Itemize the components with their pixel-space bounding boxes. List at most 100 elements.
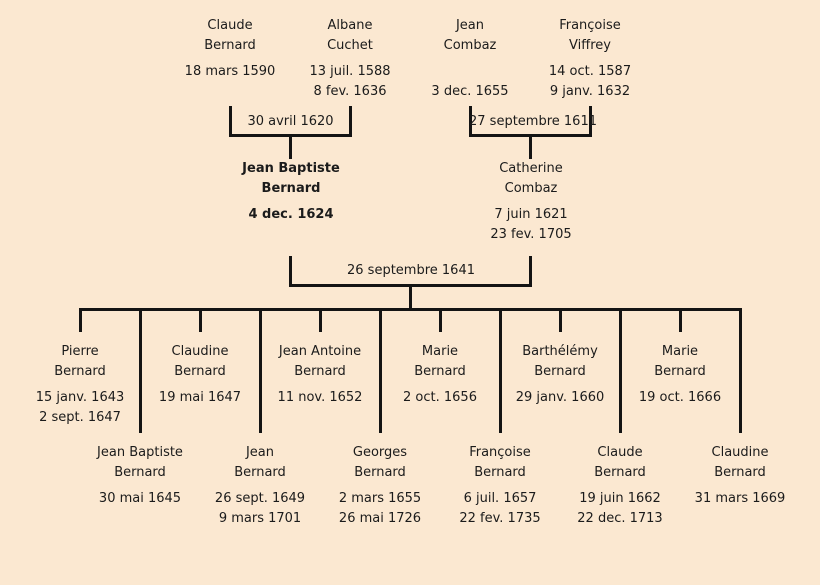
person-catherine-combaz: Catherine Combaz 7 juin 1621 23 fev. 170…	[451, 159, 611, 245]
person-name-line: Françoise	[469, 445, 531, 460]
person-albane-cuchet: Albane Cuchet 13 juil. 1588 8 fev. 1636	[280, 16, 420, 102]
person-name-line: Bernard	[294, 364, 346, 379]
marriage1-bar-line	[229, 134, 352, 137]
person-name-line: Bernard	[654, 364, 706, 379]
person-name-line: Bernard	[174, 364, 226, 379]
person-date-line: 6 juil. 1657	[463, 491, 537, 506]
person-date-line: 9 mars 1701	[218, 511, 302, 526]
person-name-line: Claude	[597, 445, 643, 460]
marriage2-descent-line	[529, 137, 532, 159]
marriage1-descent-line	[289, 137, 292, 159]
person-name-line: Françoise	[559, 18, 621, 33]
person-name-line: Catherine	[499, 161, 563, 176]
person-name-line: Combaz	[443, 38, 497, 53]
person-name-line: Bernard	[234, 465, 286, 480]
marriage1-right-stem-line	[349, 106, 352, 134]
child2-descent-line	[139, 311, 142, 433]
person-name-line: Claudine	[171, 344, 229, 359]
child10-descent-line	[619, 311, 622, 433]
person-name-line: Bernard	[414, 364, 466, 379]
person-name-line: Marie	[661, 344, 699, 359]
person-jean-bernard: Jean Bernard 26 sept. 1649 9 mars 1701	[195, 443, 325, 529]
person-name-line: Bernard	[474, 465, 526, 480]
child1-descent-line	[79, 311, 82, 332]
person-barthelemy-bernard: Barthélémy Bernard 29 janv. 1660	[495, 342, 625, 428]
person-name-line: Jean Baptiste	[97, 445, 183, 460]
person-name-line: Cuchet	[327, 38, 373, 53]
person-name-line: Marie	[421, 344, 459, 359]
person-date-line: 7 juin 1621	[494, 207, 568, 222]
person-date-line: 19 mai 1647	[158, 390, 242, 405]
person-date-line: 8 fev. 1636	[313, 84, 387, 99]
person-name-line: Bernard	[594, 465, 646, 480]
person-date-line	[375, 408, 505, 428]
child5-descent-line	[319, 311, 322, 332]
person-date-line: 4 dec. 1624	[248, 207, 334, 222]
person-date-line	[75, 509, 205, 529]
person-date-line	[255, 408, 385, 428]
person-date-line: 29 janv. 1660	[515, 390, 605, 405]
person-date-line: 26 sept. 1649	[214, 491, 306, 506]
marriage3-bar-line	[289, 284, 532, 287]
person-name-line: Viffrey	[569, 38, 611, 53]
person-jean-antoine-bernard: Jean Antoine Bernard 11 nov. 1652	[255, 342, 385, 428]
person-name-line: Bernard	[714, 465, 766, 480]
person-claudine-bernard-1669: Claudine Bernard 31 mars 1669	[675, 443, 805, 529]
person-date-line: 30 mai 1645	[98, 491, 182, 506]
person-name-line: Georges	[352, 445, 408, 460]
child3-descent-line	[199, 311, 202, 332]
person-pierre-bernard: Pierre Bernard 15 janv. 1643 2 sept. 164…	[15, 342, 145, 428]
marriage3-date-label: 26 septembre 1641	[347, 263, 475, 278]
person-name-line: Claudine	[711, 445, 769, 460]
marriage2-right-stem-line	[589, 106, 592, 134]
person-name-line: Claude	[207, 18, 253, 33]
marriage1-left-stem-line	[229, 106, 232, 134]
person-name-line: Jean	[455, 18, 485, 33]
person-date-line: 3 dec. 1655	[431, 84, 509, 99]
marriage2-date-label: 27 septembre 1611	[469, 114, 597, 129]
person-date-line: 19 oct. 1666	[638, 390, 722, 405]
sibling-rail-line	[79, 308, 742, 311]
person-name-line: Albane	[327, 18, 373, 33]
marriage2-bar-line	[469, 134, 592, 137]
child8-descent-line	[499, 311, 502, 433]
person-date-line	[211, 225, 371, 245]
child9-descent-line	[559, 311, 562, 332]
person-name-line: Bernard	[204, 38, 256, 53]
person-claude-bernard-1590: Claude Bernard 18 mars 1590	[160, 16, 300, 102]
person-date-line: 14 oct. 1587	[548, 64, 632, 79]
person-date-line: 2 oct. 1656	[403, 390, 477, 405]
person-date-line: 26 mai 1726	[338, 511, 422, 526]
person-claudine-bernard-1647: Claudine Bernard 19 mai 1647	[135, 342, 265, 428]
person-date-line: 22 dec. 1713	[577, 511, 663, 526]
person-name-line: Bernard	[54, 364, 106, 379]
person-date-line: 13 juil. 1588	[309, 64, 391, 79]
child11-descent-line	[679, 311, 682, 332]
person-date-line: 11 nov. 1652	[277, 390, 363, 405]
person-jean-baptiste-bernard-1624: Jean Baptiste Bernard 4 dec. 1624	[211, 159, 371, 245]
person-name-line: Bernard	[114, 465, 166, 480]
person-name-line: Bernard	[261, 181, 321, 196]
person-date-line: 18 mars 1590	[184, 64, 276, 79]
marriage1-date-label: 30 avril 1620	[247, 114, 334, 129]
person-name-line: Bernard	[534, 364, 586, 379]
person-name-line: Jean Baptiste	[242, 161, 340, 176]
person-date-line	[160, 82, 300, 102]
person-jean-combaz: Jean Combaz 3 dec. 1655	[400, 16, 540, 102]
marriage3-left-stem-line	[289, 256, 292, 284]
person-jean-baptiste-bernard-1645: Jean Baptiste Bernard 30 mai 1645	[75, 443, 205, 529]
child6-descent-line	[379, 311, 382, 433]
person-date-line: 15 janv. 1643	[35, 390, 125, 405]
person-date-line	[615, 408, 745, 428]
person-date-line: 9 janv. 1632	[549, 84, 631, 99]
person-name-line: Jean	[245, 445, 275, 460]
child12-descent-line	[739, 311, 742, 433]
person-marie-bernard-1656: Marie Bernard 2 oct. 1656	[375, 342, 505, 428]
person-date-line	[400, 62, 540, 82]
person-name-line: Barthélémy	[522, 344, 598, 359]
person-name-line: Combaz	[504, 181, 558, 196]
person-francoise-bernard: Françoise Bernard 6 juil. 1657 22 fev. 1…	[435, 443, 565, 529]
person-date-line	[495, 408, 625, 428]
person-date-line: 22 fev. 1735	[459, 511, 541, 526]
